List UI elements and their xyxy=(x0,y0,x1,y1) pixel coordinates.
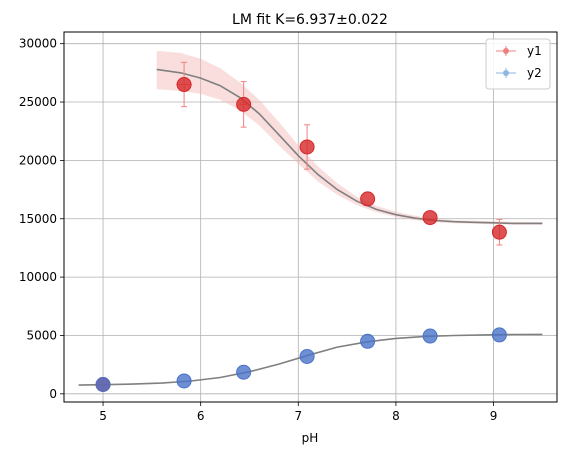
x-tick-label: 6 xyxy=(197,409,205,423)
legend-y2-marker xyxy=(503,70,509,76)
x-tick-label: 5 xyxy=(99,409,107,423)
legend-y1-label: y1 xyxy=(527,44,542,58)
y-tick-label: 25000 xyxy=(19,95,57,109)
legend-y1-marker xyxy=(503,48,509,54)
y-tick-label: 5000 xyxy=(26,328,57,342)
data-point-y2 xyxy=(95,376,111,392)
data-point-y2 xyxy=(491,327,507,343)
data-point-y1 xyxy=(299,139,315,155)
data-point-y2 xyxy=(360,333,376,349)
confidence-bands xyxy=(78,50,543,386)
data-points xyxy=(95,77,507,392)
data-point-y1 xyxy=(491,224,507,240)
data-point-y2 xyxy=(236,364,252,380)
y-tick-label: 10000 xyxy=(19,270,57,284)
fit-curve-1 xyxy=(156,68,543,225)
y-tick-label: 20000 xyxy=(19,153,57,167)
chart-title: LM fit K=6.937±0.022 xyxy=(232,12,388,28)
y-axis-ticks: 0 5000 10000 15000 20000 25000 30000 xyxy=(19,37,64,401)
x-tick-label: 7 xyxy=(294,409,302,423)
x-axis-ticks: 5 6 7 8 9 xyxy=(99,402,497,423)
x-axis-label: pH xyxy=(302,431,319,445)
data-point-y1 xyxy=(360,191,376,207)
y-tick-label: 0 xyxy=(49,387,57,401)
data-point-y2 xyxy=(176,373,192,389)
y-tick-label: 30000 xyxy=(19,37,57,51)
x-tick-label: 9 xyxy=(490,409,498,423)
confidence-band-1 xyxy=(156,50,543,225)
data-point-y1 xyxy=(422,210,438,226)
data-point-y2 xyxy=(299,348,315,364)
data-point-y1 xyxy=(176,77,192,93)
legend-y2-label: y2 xyxy=(527,66,542,80)
data-point-y1 xyxy=(236,96,252,112)
legend: y1 y2 xyxy=(485,38,551,90)
grid xyxy=(64,32,557,402)
data-point-y2 xyxy=(422,328,438,344)
x-tick-label: 8 xyxy=(392,409,400,423)
plot-frame xyxy=(63,31,558,403)
y-tick-label: 15000 xyxy=(19,212,57,226)
legend-entry-y2: y2 xyxy=(496,66,542,80)
legend-entry-y1: y1 xyxy=(496,44,542,58)
